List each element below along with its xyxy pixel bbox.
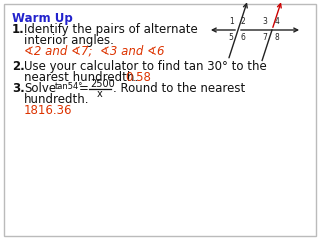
Text: 6: 6 <box>241 34 245 42</box>
Text: 4: 4 <box>275 18 279 26</box>
Text: 1: 1 <box>229 18 234 26</box>
Text: 3: 3 <box>263 18 268 26</box>
Text: ∢2 and ∢7;  ∢3 and ∢6: ∢2 and ∢7; ∢3 and ∢6 <box>24 45 164 58</box>
Text: 5: 5 <box>228 34 234 42</box>
Text: 2: 2 <box>241 18 245 26</box>
Text: nearest hundredth.: nearest hundredth. <box>24 71 138 84</box>
Text: Warm Up: Warm Up <box>12 12 73 25</box>
Text: 2500: 2500 <box>90 79 115 89</box>
Text: 8: 8 <box>275 34 279 42</box>
Text: Identify the pairs of alternate: Identify the pairs of alternate <box>24 23 198 36</box>
Text: =: = <box>79 82 89 95</box>
Text: 2.: 2. <box>12 60 25 73</box>
FancyBboxPatch shape <box>4 4 316 236</box>
Text: Use your calculator to find tan 30° to the: Use your calculator to find tan 30° to t… <box>24 60 267 73</box>
Text: interior angles.: interior angles. <box>24 34 114 47</box>
Text: 3.: 3. <box>12 82 25 95</box>
Text: 1.: 1. <box>12 23 25 36</box>
Text: x: x <box>97 89 103 99</box>
Text: tan54°: tan54° <box>55 82 84 91</box>
Text: hundredth.: hundredth. <box>24 93 90 106</box>
Text: 7: 7 <box>263 34 268 42</box>
Text: 1816.36: 1816.36 <box>24 104 73 117</box>
Text: Solve: Solve <box>24 82 56 95</box>
Text: . Round to the nearest: . Round to the nearest <box>113 82 245 95</box>
Text: 0.58: 0.58 <box>125 71 151 84</box>
